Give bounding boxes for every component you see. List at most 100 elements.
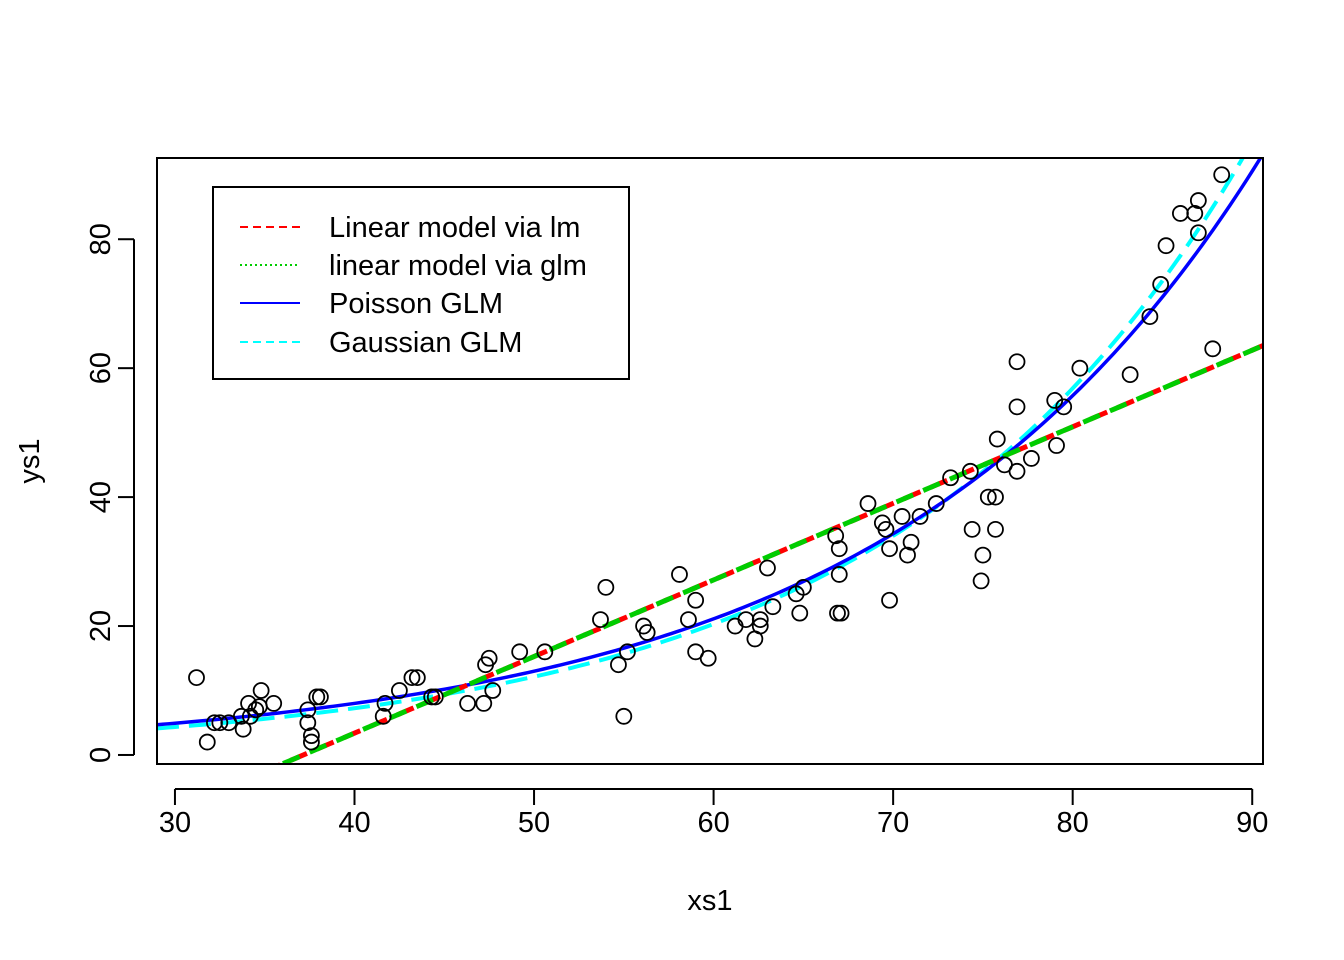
model-curves [157, 158, 1263, 764]
data-point [726, 617, 744, 635]
x-tick-label: 40 [338, 807, 370, 839]
data-point [699, 649, 717, 667]
data-point [829, 604, 846, 622]
data-point [881, 591, 898, 609]
data-point [311, 688, 329, 706]
data-point [1189, 224, 1207, 242]
data-point [480, 649, 498, 667]
data-point [1008, 353, 1026, 371]
x-tick-label: 30 [159, 807, 191, 839]
data-point [751, 617, 769, 635]
data-point [979, 488, 997, 506]
x-axis: 30 40 50 60 70 80 90 [159, 788, 1268, 839]
y-axis: 0 20 40 60 80 [85, 223, 135, 763]
data-point [374, 707, 392, 725]
data-point [881, 540, 898, 558]
data-point [827, 527, 845, 545]
data-point [759, 559, 776, 577]
data-point [592, 611, 609, 628]
curve-linear-model-via-lm [275, 343, 1263, 764]
data-point [899, 546, 916, 564]
data-point [252, 682, 270, 699]
plot-area-border [156, 157, 1264, 765]
data-point [987, 488, 1004, 506]
y-axis-title: ys1 [14, 438, 46, 483]
data-point [484, 682, 502, 699]
data-point [791, 604, 809, 622]
data-point [974, 546, 992, 564]
y-tick-label: 20 [85, 610, 117, 642]
data-point [1204, 340, 1222, 358]
data-point [188, 669, 205, 687]
data-point [737, 611, 755, 628]
data-point [1157, 237, 1175, 255]
data-point [1022, 450, 1040, 467]
data-point [1186, 205, 1204, 222]
data-point [232, 707, 250, 725]
data-point [536, 643, 554, 661]
data-point [911, 508, 929, 525]
data-point [1055, 398, 1073, 416]
data-point [1121, 366, 1139, 384]
data-point [764, 598, 782, 616]
y-tick-label: 40 [85, 481, 117, 513]
legend-label: Poisson GLM [329, 288, 503, 320]
data-point [390, 682, 408, 699]
data-point [638, 624, 656, 641]
curve-linear-model-via-glm [275, 343, 1263, 764]
data-point [877, 520, 895, 538]
data-point [511, 643, 529, 661]
data-point [902, 533, 920, 551]
data-point [832, 604, 850, 622]
data-point [403, 669, 421, 687]
data-point [299, 714, 317, 732]
data-point [1008, 398, 1026, 416]
data-point [680, 611, 697, 628]
data-point [475, 695, 493, 712]
data-point [927, 495, 945, 512]
data-point [247, 701, 265, 719]
data-point [859, 495, 877, 512]
data-point [1189, 192, 1207, 209]
data-point [1172, 205, 1189, 222]
data-point [961, 462, 979, 480]
data-point [1071, 359, 1089, 377]
data-point [250, 698, 268, 716]
data-point [597, 578, 615, 596]
data-point [198, 733, 216, 751]
data-points [188, 166, 1231, 751]
data-point [299, 701, 317, 719]
data-point [265, 695, 283, 712]
data-point [303, 733, 320, 751]
data-point [615, 707, 633, 725]
data-point [1213, 166, 1231, 184]
y-tick-label: 80 [85, 223, 117, 255]
y-tick-label: 0 [85, 747, 117, 763]
legend-label: linear model via glm [329, 250, 587, 282]
data-point [1141, 308, 1159, 325]
legend-box [212, 186, 630, 380]
x-tick-label: 90 [1236, 807, 1268, 839]
legend-label: Gaussian GLM [329, 327, 522, 359]
data-point [830, 540, 848, 558]
data-point [234, 720, 252, 738]
legend-label: Linear model via lm [329, 212, 580, 244]
data-point [308, 688, 326, 706]
data-point [942, 469, 959, 487]
legend: Linear model via lm linear model via glm P… [212, 186, 630, 380]
data-point [610, 656, 627, 674]
data-point [751, 611, 769, 628]
x-axis-title: xs1 [687, 885, 732, 917]
data-point [376, 695, 394, 712]
data-point [211, 714, 229, 732]
x-tick-label: 80 [1057, 807, 1089, 839]
y-tick-label: 60 [85, 352, 117, 384]
curve-poisson-glm [157, 158, 1263, 727]
data-point [303, 727, 320, 745]
data-point [671, 566, 688, 583]
data-point [459, 695, 477, 712]
data-point [619, 643, 636, 661]
data-point [988, 430, 1006, 448]
data-point [1152, 275, 1170, 293]
